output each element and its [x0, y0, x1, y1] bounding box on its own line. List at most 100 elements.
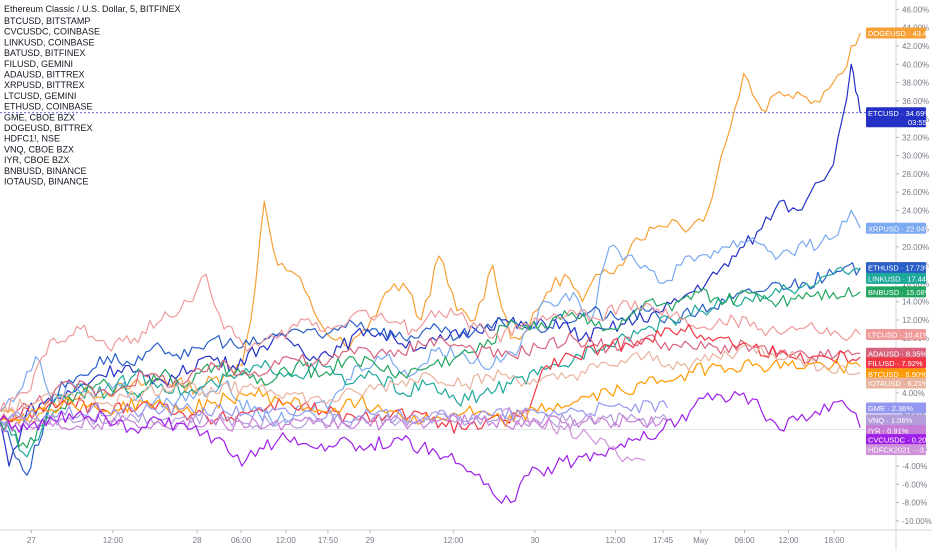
- badge-label: CVCUSDC · 0.20%: [868, 436, 932, 445]
- badge-xrpusd: XRPUSD · 22.04%: [866, 222, 932, 234]
- y-tick-label: 14.00%: [902, 298, 929, 307]
- badge-ltcusd: LTCUSD · 10.41%: [866, 328, 930, 340]
- x-tick-label: 12:00: [443, 536, 464, 545]
- legend-item: GME, CBOE BZX: [4, 112, 75, 122]
- y-tick-label: 30.00%: [902, 152, 929, 161]
- badge-bnbusd: BNBUSD · 15.08%: [866, 286, 932, 298]
- y-tick-label: 20.00%: [902, 243, 929, 252]
- badge-iotausd: IOTAUSD · 6.21%: [866, 377, 929, 389]
- x-tick-label: 12:00: [778, 536, 799, 545]
- legend-item: ETHUSD, COINBASE: [4, 102, 93, 112]
- y-tick-label: 38.00%: [902, 79, 929, 88]
- y-tick-label: 24.00%: [902, 206, 929, 215]
- series-line-vnq: [0, 411, 668, 430]
- series-line-cvcusdc: [0, 390, 861, 504]
- badge-label: LINKUSD · 17.44%: [868, 274, 932, 283]
- badge-gme: GME · 2.36%: [866, 402, 926, 414]
- y-tick-label: 4.00%: [902, 389, 925, 398]
- series-line-iyr: [0, 414, 668, 433]
- x-tick-label: 30: [530, 536, 539, 545]
- x-tick-label: May: [693, 536, 708, 545]
- y-tick-label: -4.00%: [902, 462, 927, 471]
- badge-label: VNQ · 1.06%: [868, 416, 913, 425]
- badge-iyr: IYR · 0.91%: [866, 424, 926, 436]
- y-tick-label: 46.00%: [902, 5, 929, 14]
- badge-linkusd: LINKUSD · 17.44%: [866, 272, 932, 284]
- y-tick-label: 12.00%: [902, 316, 929, 325]
- badge-label: ETCUSD · 34.69%: [868, 109, 931, 118]
- badge-label: ETHUSD · 17.73%: [868, 264, 931, 273]
- legend-item: BATUSD, BITFINEX: [4, 48, 85, 58]
- badge-ethusd: ETHUSD · 17.73%: [866, 262, 931, 274]
- legend-item: DOGEUSD, BITTREX: [4, 123, 93, 133]
- x-tick-label: 18:00: [824, 536, 845, 545]
- badge-filusd: FILUSD · 7.92%: [866, 357, 926, 369]
- badge-label: ADAUSD · 8.35%: [868, 349, 928, 358]
- series-line-linkusd: [0, 266, 861, 458]
- y-tick-label: 28.00%: [902, 170, 929, 179]
- chart-title: Ethereum Classic / U.S. Dollar, 5, BITFI…: [4, 4, 181, 14]
- x-axis: 27 12:00 28 06:00 12:00 17:50 29 12:00 30 12:00 17…: [27, 530, 845, 545]
- legend-item: XRPUSD, BITTREX: [4, 80, 85, 90]
- legend-item: FILUSD, GEMINI: [4, 59, 73, 69]
- badge-sub: 03:55: [908, 118, 927, 127]
- y-tick-label: 16.00%: [902, 279, 929, 288]
- y-tick-label: -8.00%: [902, 499, 927, 508]
- legend: Ethereum Classic / U.S. Dollar, 5, BITFI…: [4, 4, 181, 187]
- badge-label: FILUSD · 7.92%: [868, 359, 923, 368]
- legend-item: LINKUSD, COINBASE: [4, 37, 95, 47]
- x-tick-label: 17:50: [318, 536, 339, 545]
- series-lines: [0, 32, 861, 504]
- badge-label: DOGEUSD · 43.42%: [868, 29, 932, 38]
- price-badges: DOGEUSD · 43.42% ETCUSD · 34.69%03:55 XRPU…: [866, 27, 932, 456]
- badge-etcusd: ETCUSD · 34.69%03:55: [866, 107, 931, 128]
- badge-label: BTCUSD · 6.90%: [868, 370, 927, 379]
- badge-hdfck2021: HDFCK2021 · -3.38%: [866, 444, 932, 456]
- legend-item: IYR, CBOE BZX: [4, 155, 70, 165]
- y-tick-label: 42.00%: [902, 42, 929, 51]
- badge-btcusd: BTCUSD · 6.90%: [866, 368, 927, 380]
- series-line-ltcusd: [0, 273, 861, 413]
- legend-item: VNQ, CBOE BZX: [4, 144, 74, 154]
- x-tick-label: 06:00: [735, 536, 756, 545]
- legend-item: ADAUSD, BITTREX: [4, 70, 85, 80]
- badge-label: IYR · 0.91%: [868, 426, 909, 435]
- x-tick-label: 28: [193, 536, 202, 545]
- y-tick-label: -6.00%: [902, 480, 927, 489]
- y-tick-label: 26.00%: [902, 188, 929, 197]
- legend-item: CVCUSDC, COINBASE: [4, 27, 100, 37]
- series-line-dogeusd: [0, 32, 861, 424]
- x-tick-label: 12:00: [606, 536, 627, 545]
- series-line-adausd: [0, 332, 861, 422]
- legend-item: LTCUSD, GEMINI: [4, 91, 76, 101]
- x-tick-label: 12:00: [276, 536, 297, 545]
- series-line-iotausd: [0, 343, 861, 414]
- legend-item: BTCUSD, BITSTAMP: [4, 16, 90, 26]
- legend-item: IOTAUSD, BINANCE: [4, 177, 88, 187]
- x-tick-label: 17:45: [653, 536, 674, 545]
- badge-dogeusd: DOGEUSD · 43.42%: [866, 27, 932, 39]
- legend-item: BNBUSD, BINANCE: [4, 166, 87, 176]
- y-tick-label: 36.00%: [902, 97, 929, 106]
- series-line-hdfc2021: [501, 408, 646, 463]
- series-line-bnbusd: [0, 286, 861, 449]
- badge-label: XRPUSD · 22.04%: [868, 224, 932, 233]
- y-tick-label: -10.00%: [902, 517, 932, 526]
- x-tick-label: 27: [27, 536, 36, 545]
- series-line-ethusd: [0, 262, 861, 476]
- x-tick-label: 29: [366, 536, 375, 545]
- badge-adausd: ADAUSD · 8.35%: [866, 347, 928, 359]
- y-tick-label: 32.00%: [902, 133, 929, 142]
- badge-label: BNBUSD · 15.08%: [868, 288, 932, 297]
- badge-cvcusdc: CVCUSDC · 0.20%: [866, 434, 932, 446]
- badge-label: HDFCK2021 · -3.38%: [868, 446, 932, 455]
- badge-label: LTCUSD · 10.41%: [868, 330, 930, 339]
- badge-label: GME · 2.36%: [868, 404, 913, 413]
- badge-label: IOTAUSD · 6.21%: [868, 379, 929, 388]
- x-tick-label: 12:00: [103, 536, 124, 545]
- y-tick-label: 40.00%: [902, 60, 929, 69]
- badge-vnq: VNQ · 1.06%: [866, 414, 926, 426]
